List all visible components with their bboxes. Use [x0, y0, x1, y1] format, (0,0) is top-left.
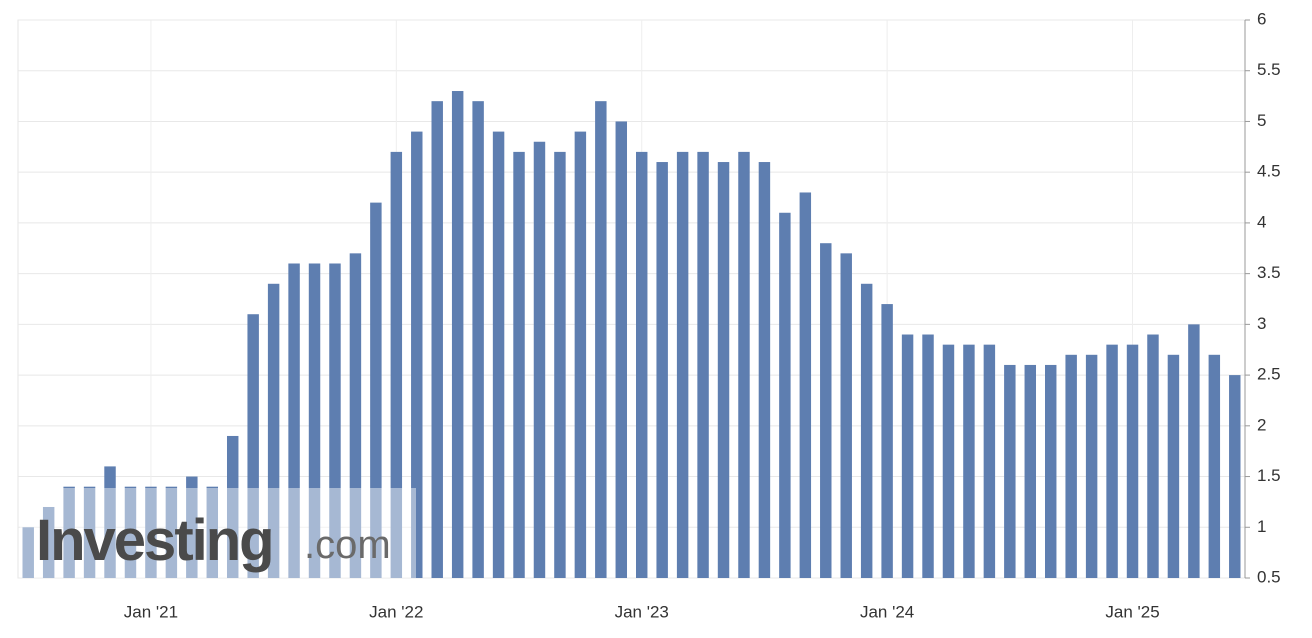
bar: [1065, 354, 1077, 578]
y-tick-label: 1: [1257, 517, 1266, 536]
bar: [267, 283, 280, 578]
bar: [63, 486, 75, 578]
y-tick-label: 3: [1257, 314, 1266, 333]
x-tick-label: Jan '22: [369, 602, 423, 621]
bar: [574, 131, 587, 578]
y-tick-label: 0.5: [1257, 567, 1281, 586]
y-tick-label: 5.5: [1257, 60, 1281, 79]
bar: [922, 334, 934, 578]
bar: [942, 344, 955, 578]
watermark-suffix: .com: [304, 523, 391, 567]
bar: [349, 253, 362, 578]
bar: [820, 243, 832, 578]
bar: [329, 263, 341, 578]
watermark-backdrop: [20, 488, 416, 578]
bar: [206, 486, 219, 578]
bar: [697, 151, 709, 578]
watermark-brand: Investing: [36, 508, 273, 573]
bar: [963, 344, 975, 578]
bar: [451, 91, 464, 578]
bar: [165, 486, 178, 578]
bar: [615, 121, 628, 579]
bar: [1126, 344, 1139, 578]
bar: [431, 101, 443, 578]
plot-area: [17, 19, 1246, 579]
bar: [513, 151, 525, 578]
bar: [983, 344, 996, 578]
bar: [533, 141, 546, 578]
bar: [1208, 354, 1221, 578]
bar: [472, 101, 484, 578]
x-tick-label: Jan '23: [615, 602, 669, 621]
bar: [758, 162, 771, 578]
x-tick-label: Jan '21: [124, 602, 178, 621]
bar: [595, 101, 607, 578]
bar: [492, 131, 505, 578]
bar: [124, 486, 137, 578]
bar: [554, 151, 566, 578]
y-tick-label: 4: [1257, 212, 1266, 231]
bar: [1106, 344, 1118, 578]
bar: [799, 192, 812, 579]
bar: [656, 162, 668, 578]
y-tick-label: 5: [1257, 111, 1266, 130]
bar: [1188, 324, 1200, 578]
bar: [308, 263, 321, 578]
bar: [881, 304, 893, 578]
bar: [1167, 354, 1180, 578]
y-tick-label: 6: [1257, 9, 1266, 28]
bar: [676, 151, 689, 578]
y-tick-label: 2.5: [1257, 365, 1281, 384]
bar: [104, 466, 116, 578]
bar: [901, 334, 914, 578]
watermark: Investing .com: [20, 488, 416, 578]
bar: [1229, 375, 1241, 578]
bar: [288, 263, 300, 578]
bar: [145, 486, 157, 578]
axis-labels: 0.5 1 1.5 2 2.5 3 3.5 4 4.5 5 5.5 6 Jan '21 Jan '22 Ja…: [124, 9, 1281, 621]
bar: [1085, 354, 1098, 578]
bar: [22, 527, 34, 578]
x-tick-label: Jan '25: [1105, 602, 1159, 621]
grid: [18, 19, 1245, 579]
bars: [22, 91, 1241, 579]
x-tick-label: Jan '24: [860, 602, 914, 621]
bar: [42, 506, 55, 578]
bar: [779, 212, 791, 578]
bar: [860, 283, 873, 578]
bar: [83, 486, 96, 578]
bar: [1024, 364, 1037, 578]
bar: [738, 151, 750, 578]
y-tick-label: 1.5: [1257, 466, 1281, 485]
y-tick-label: 4.5: [1257, 162, 1281, 181]
bar: [717, 162, 730, 578]
bar: [247, 314, 259, 578]
bar: [1147, 334, 1159, 578]
bar: [1044, 364, 1057, 578]
bar: [635, 151, 648, 578]
bar: [226, 435, 239, 578]
y-tick-label: 3.5: [1257, 263, 1281, 282]
bar: [411, 131, 423, 578]
bar: [390, 151, 403, 578]
y-tick-label: 2: [1257, 415, 1266, 434]
bar: [840, 253, 852, 578]
bar: [186, 476, 198, 578]
bar: [370, 202, 382, 579]
bar: [1004, 364, 1016, 578]
